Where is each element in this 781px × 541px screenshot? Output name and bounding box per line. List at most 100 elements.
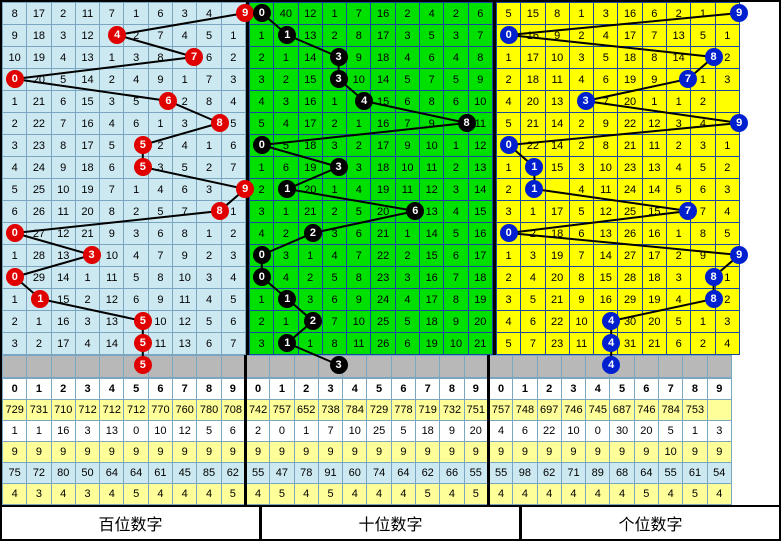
cell: 7 — [221, 157, 245, 179]
cell: 12 — [468, 135, 492, 157]
stats-cell: 1 — [294, 421, 318, 442]
cell: 14 — [420, 223, 444, 245]
cell: 15 — [594, 267, 618, 289]
cell: 8 — [173, 223, 197, 245]
cell: 25 — [618, 201, 642, 223]
cell: 21 — [642, 333, 666, 355]
cell: 11 — [75, 3, 99, 25]
spacer-cell — [440, 356, 464, 378]
cell: 6 — [148, 223, 172, 245]
stats-header: 7 — [659, 379, 683, 400]
trend-ball: 0 — [253, 136, 271, 154]
stats-header: 3 — [75, 379, 99, 400]
cell: 3 — [124, 223, 148, 245]
cell: 20 — [371, 201, 395, 223]
cell: 5 — [274, 135, 298, 157]
cell: 9 — [569, 289, 593, 311]
stats-cell: 47 — [270, 463, 294, 484]
cell: 6 — [444, 91, 468, 113]
stats-cell: 30 — [610, 421, 634, 442]
stats-cell: 0 — [586, 421, 610, 442]
stats-cell: 9 — [148, 442, 172, 463]
cell: 8 — [51, 135, 75, 157]
trend-ball: 0 — [500, 224, 518, 242]
spacer-cell — [634, 356, 658, 378]
cell: 2 — [298, 267, 322, 289]
stats-cell: 62 — [416, 463, 440, 484]
cell: 18 — [420, 311, 444, 333]
stats-header: 1 — [513, 379, 537, 400]
cell: 1 — [322, 91, 346, 113]
stats-cell: 25 — [367, 421, 391, 442]
stats-cell: 60 — [343, 463, 367, 484]
cell: 8 — [468, 47, 492, 69]
trend-ball: 5 — [134, 136, 152, 154]
stats-cell: 62 — [221, 463, 245, 484]
cell: 6 — [173, 179, 197, 201]
cell: 7 — [322, 311, 346, 333]
cell: 21 — [27, 91, 51, 113]
stats-cell: 55 — [488, 463, 512, 484]
grey-spacer — [2, 355, 779, 378]
cell: 2 — [496, 179, 520, 201]
stats-cell: 732 — [440, 400, 464, 421]
cell: 4 — [496, 91, 520, 113]
cell: 1 — [496, 47, 520, 69]
stats-header: 9 — [221, 379, 245, 400]
cell: 40 — [274, 3, 298, 25]
stats-cell: 784 — [659, 400, 683, 421]
cell: 4 — [221, 91, 245, 113]
cell: 6 — [221, 311, 245, 333]
cell: 24 — [618, 179, 642, 201]
cell: 15 — [298, 69, 322, 91]
cell: 9 — [51, 157, 75, 179]
stats-cell: 5 — [221, 484, 245, 505]
stats-cell: 9 — [440, 421, 464, 442]
cell: 8 — [322, 333, 346, 355]
cell: 5 — [691, 157, 715, 179]
stats-cell: 4 — [659, 484, 683, 505]
cell: 5 — [51, 69, 75, 91]
cell: 6 — [274, 157, 298, 179]
spacer-cell — [100, 356, 124, 378]
trend-ball: 4 — [355, 92, 373, 110]
cell: 20 — [642, 311, 666, 333]
cell: 4 — [124, 245, 148, 267]
cell: 17 — [618, 25, 642, 47]
spacer-cell — [464, 356, 488, 378]
cell: 1 — [3, 289, 27, 311]
stats-cell: 5 — [634, 484, 658, 505]
cell: 5 — [347, 201, 371, 223]
cell: 1 — [249, 157, 273, 179]
stats-cell: 9 — [464, 442, 488, 463]
stats-cell: 68 — [610, 463, 634, 484]
cell: 1 — [496, 245, 520, 267]
cell: 3 — [148, 157, 172, 179]
cell: 2 — [715, 157, 739, 179]
cell: 11 — [100, 267, 124, 289]
cell: 18 — [371, 157, 395, 179]
trend-ball: 1 — [278, 26, 296, 44]
stats-cell: 4 — [245, 484, 269, 505]
stats-cell: 4 — [197, 484, 221, 505]
cell: 9 — [100, 223, 124, 245]
cell: 3 — [173, 113, 197, 135]
cell: 13 — [100, 311, 124, 333]
cell: 2 — [395, 3, 419, 25]
stats-cell: 3 — [75, 484, 99, 505]
cell: 9 — [148, 69, 172, 91]
cell: 8 — [148, 47, 172, 69]
cell: 4 — [249, 223, 273, 245]
panel-ones: 5158131662116924177135111710351881422181… — [496, 2, 740, 355]
cell: 14 — [75, 69, 99, 91]
stats-cell: 16 — [51, 421, 75, 442]
trend-ball: 3 — [577, 92, 595, 110]
trend-ball: 8 — [211, 114, 229, 132]
cell: 23 — [27, 135, 51, 157]
stats-cell: 5 — [197, 421, 221, 442]
trend-ball: 9 — [730, 4, 748, 22]
stats-cell: 712 — [75, 400, 99, 421]
cell: 27 — [27, 223, 51, 245]
cell: 23 — [371, 267, 395, 289]
stats-cell: 4 — [610, 484, 634, 505]
